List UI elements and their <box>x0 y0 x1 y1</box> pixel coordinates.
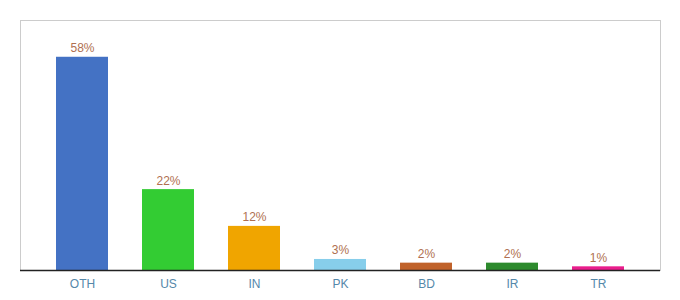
svg-text:TR: TR <box>591 277 607 291</box>
svg-text:1%: 1% <box>590 251 608 265</box>
svg-text:22%: 22% <box>156 174 180 188</box>
svg-text:3%: 3% <box>332 243 350 257</box>
svg-text:US: US <box>160 277 177 291</box>
svg-text:IN: IN <box>249 277 261 291</box>
svg-text:PK: PK <box>332 277 348 291</box>
svg-text:2%: 2% <box>418 247 436 261</box>
svg-text:OTH: OTH <box>70 277 95 291</box>
svg-text:2%: 2% <box>504 247 522 261</box>
svg-text:58%: 58% <box>70 41 94 55</box>
svg-text:IR: IR <box>507 277 519 291</box>
svg-text:BD: BD <box>418 277 435 291</box>
svg-text:12%: 12% <box>242 210 266 224</box>
